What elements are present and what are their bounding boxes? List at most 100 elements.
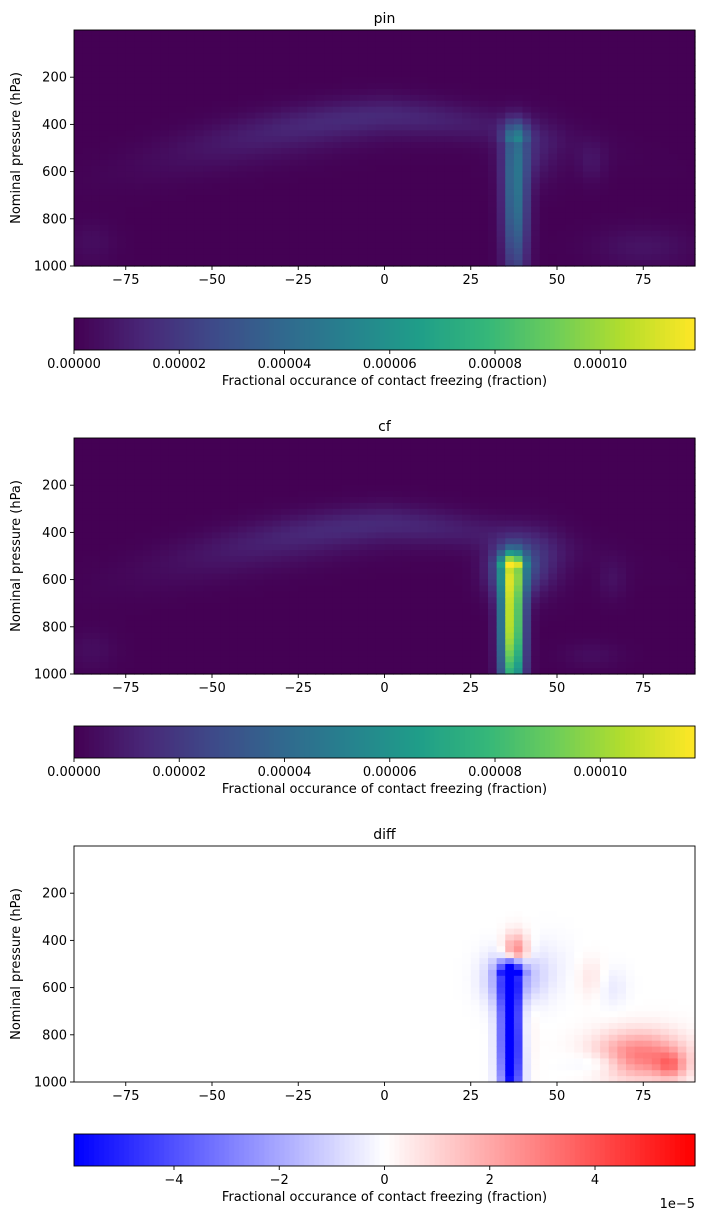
heatmap-cell: [470, 556, 480, 563]
heatmap-cell: [237, 230, 248, 238]
heatmap-cell: [255, 449, 265, 457]
heatmap-cell: [522, 260, 532, 267]
heatmap-cell: [462, 124, 472, 131]
heatmap-cell: [660, 177, 670, 184]
heatmap-cell: [289, 83, 299, 90]
heatmap-cell: [151, 224, 161, 232]
heatmap-cell: [470, 467, 480, 474]
heatmap-cell: [237, 626, 248, 634]
heatmap-cell: [246, 544, 256, 551]
heatmap-cell: [134, 597, 144, 604]
heatmap-cell: [263, 644, 273, 651]
heatmap-cell: [401, 106, 411, 114]
heatmap-cell: [341, 508, 351, 516]
heatmap-cell: [591, 242, 601, 249]
heatmap-cell: [444, 609, 455, 616]
heatmap-cell: [591, 124, 601, 131]
colorbar-segment: [209, 318, 215, 350]
heatmap-cell: [91, 224, 101, 232]
heatmap-cell: [341, 497, 351, 504]
heatmap-cell: [220, 118, 230, 125]
heatmap-cell: [401, 71, 411, 78]
heatmap-cell: [306, 497, 317, 504]
heatmap-cell: [289, 148, 299, 155]
heatmap-cell: [272, 77, 282, 84]
heatmap-cell: [177, 130, 187, 137]
heatmap-cell: [660, 165, 670, 173]
heatmap-cell: [341, 597, 351, 604]
heatmap-cell: [237, 491, 248, 498]
heatmap-cell: [229, 230, 239, 238]
heatmap-cell: [548, 148, 558, 155]
heatmap-cell: [462, 455, 472, 463]
heatmap-cell: [272, 473, 282, 480]
heatmap-cell: [125, 485, 135, 492]
heatmap-cell: [410, 41, 420, 49]
heatmap-cell: [177, 53, 187, 61]
heatmap-cell: [341, 94, 351, 102]
heatmap-cell: [160, 171, 170, 179]
heatmap-cell: [488, 230, 498, 238]
heatmap-cell: [134, 520, 144, 528]
heatmap-cell: [108, 579, 118, 587]
heatmap-cell: [263, 35, 273, 43]
heatmap-cell: [168, 532, 179, 539]
heatmap-cell: [315, 236, 325, 243]
heatmap-cell: [617, 124, 627, 131]
heatmap-cell: [298, 148, 308, 155]
heatmap-cell: [505, 100, 515, 108]
heatmap-cell: [470, 526, 480, 533]
heatmap-cell: [263, 497, 273, 504]
heatmap-cell: [600, 47, 610, 55]
heatmap-cell: [272, 112, 282, 120]
heatmap-cell: [108, 620, 118, 628]
heatmap-cell: [168, 230, 179, 238]
heatmap-cell: [350, 201, 360, 208]
heatmap-cell: [255, 579, 265, 587]
heatmap-cell: [444, 142, 455, 149]
heatmap-cell: [548, 83, 558, 90]
heatmap-cell: [626, 165, 636, 173]
heatmap-cell: [324, 632, 334, 640]
heatmap-cell: [263, 620, 273, 628]
heatmap-cell: [186, 230, 196, 238]
heatmap-cell: [332, 615, 342, 622]
heatmap-cell: [410, 171, 420, 179]
heatmap-cell: [229, 207, 239, 214]
heatmap-cell: [212, 100, 222, 108]
heatmap-cell: [324, 183, 334, 190]
heatmap-cell: [453, 597, 463, 604]
colorbar-segment: [124, 318, 130, 350]
heatmap-cell: [281, 118, 291, 125]
heatmap-cell: [237, 597, 248, 604]
heatmap-cell: [591, 77, 601, 84]
heatmap-cell: [324, 124, 334, 131]
heatmap-cell: [341, 626, 351, 634]
heatmap-cell: [298, 526, 308, 533]
heatmap-cell: [444, 550, 455, 557]
heatmap-cell: [660, 201, 670, 208]
heatmap-cell: [453, 183, 463, 190]
heatmap-cell: [522, 218, 532, 226]
heatmap-cell: [82, 224, 92, 232]
heatmap-cell: [565, 142, 575, 149]
heatmap-cell: [168, 106, 179, 114]
heatmap-cell: [186, 461, 196, 469]
heatmap-cell: [168, 201, 179, 208]
heatmap-cell: [186, 638, 196, 646]
heatmap-cell: [488, 567, 498, 575]
heatmap-cell: [289, 544, 299, 551]
heatmap-cell: [186, 165, 196, 173]
heatmap-cell: [358, 118, 368, 125]
heatmap-cell: [306, 65, 317, 72]
heatmap-cell: [531, 100, 541, 108]
heatmap-cell: [401, 668, 411, 675]
heatmap-cell: [203, 118, 213, 125]
heatmap-cell: [229, 195, 239, 202]
heatmap-cell: [479, 112, 489, 120]
heatmap-cell: [479, 573, 489, 581]
heatmap-cell: [281, 248, 291, 255]
heatmap-cell: [582, 218, 593, 226]
heatmap-cell: [315, 567, 325, 575]
heatmap-cell: [479, 236, 489, 243]
